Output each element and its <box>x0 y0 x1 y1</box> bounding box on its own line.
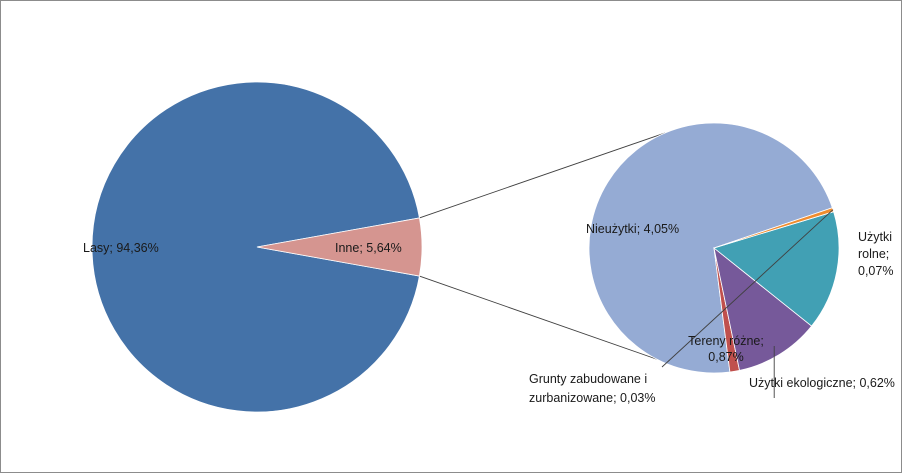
data-label-lasy: Lasy; 94,36% <box>83 241 159 255</box>
data-label-inne: Inne; 5,64% <box>335 241 402 255</box>
main-pie <box>91 81 423 413</box>
data-label-uzytki-rolne: Użytki rolne; 0,07% <box>858 230 893 278</box>
pie-slice-uzytki-ekologiczne <box>713 246 813 371</box>
pie-slice-nieuzytki <box>588 122 833 374</box>
data-label-tereny-rozne: Tereny różne; 0,87% <box>688 334 764 364</box>
data-label-uzytki-ekologiczne: Użytki ekologiczne; 0,62% <box>749 376 895 390</box>
pie-slice-inne <box>256 217 423 277</box>
data-labels: Lasy; 94,36% Inne; 5,64% Nieużytki; 4,05% U… <box>83 222 895 405</box>
data-label-nieuzytki: Nieużytki; 4,05% <box>586 222 679 236</box>
pie-slice-lasy <box>91 81 420 413</box>
connector-line-top <box>419 132 666 219</box>
connector-line-bottom <box>419 275 658 360</box>
leader-lines <box>661 209 834 398</box>
data-label-grunty-zabudowane-i-zurbanizowane: Grunty zabudowane i zurbanizowane; 0,03% <box>529 372 655 405</box>
pie-slice-tereny-rozne <box>713 211 840 327</box>
connector-lines <box>419 132 666 360</box>
secondary-pie <box>588 122 840 374</box>
leader-line-grunty-zabudowane <box>661 209 834 368</box>
